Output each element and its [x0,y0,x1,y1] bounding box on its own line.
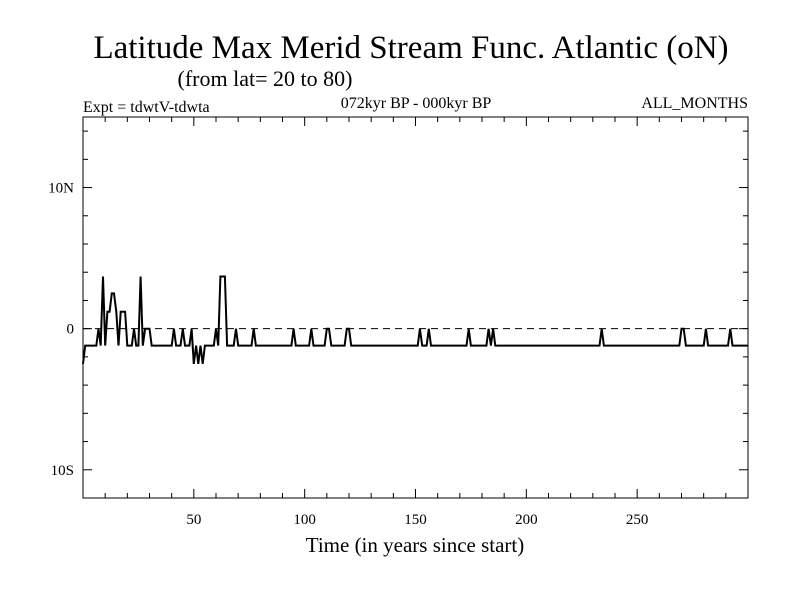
chart-title: Latitude Max Merid Stream Func. Atlantic… [93,30,728,66]
x-tick-label: 50 [186,512,201,528]
x-axis-label: Time (in years since start) [306,533,525,557]
y-tick-label: 10S [51,463,74,479]
x-tick-label: 100 [293,512,316,528]
plot-area: 50 100 150 200 250 10N 0 10S [48,116,749,528]
x-tick-label: 150 [404,512,427,528]
y-tick-label: 0 [67,322,75,338]
months-label: ALL_MONTHS [641,95,748,112]
plot-frame [82,116,749,499]
y-tick-label: 10N [48,181,74,197]
x-tick-label: 250 [626,512,649,528]
period-label: 072kyr BP - 000kyr BP [341,95,492,112]
x-tick-label: 200 [515,512,538,528]
series-line [82,275,748,365]
experiment-label: Expt = tdwtV-tdwta [83,99,210,116]
chart-subtitle: (from lat= 20 to 80) [178,66,353,91]
